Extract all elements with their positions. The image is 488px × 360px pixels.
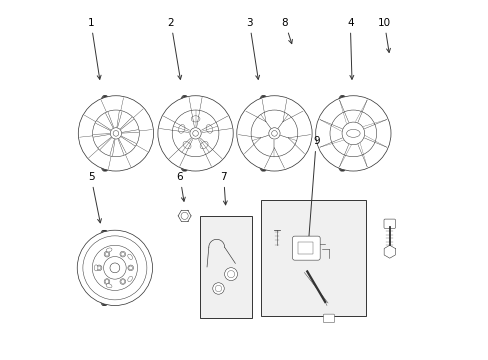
- Circle shape: [104, 279, 110, 284]
- Ellipse shape: [94, 265, 98, 271]
- Circle shape: [128, 265, 133, 271]
- FancyBboxPatch shape: [292, 236, 320, 260]
- Text: 4: 4: [346, 18, 353, 79]
- Text: 9: 9: [306, 136, 319, 241]
- Circle shape: [120, 279, 125, 284]
- Circle shape: [120, 251, 125, 257]
- Text: 10: 10: [377, 18, 390, 53]
- Circle shape: [236, 96, 311, 171]
- Text: 5: 5: [87, 172, 101, 223]
- Circle shape: [212, 283, 224, 294]
- Circle shape: [315, 96, 390, 171]
- Circle shape: [96, 265, 102, 271]
- Text: 6: 6: [176, 172, 185, 201]
- Ellipse shape: [106, 284, 112, 288]
- Ellipse shape: [127, 276, 132, 282]
- Circle shape: [158, 96, 233, 171]
- Text: 1: 1: [87, 18, 101, 79]
- Circle shape: [77, 230, 152, 306]
- Text: 8: 8: [281, 18, 292, 44]
- Circle shape: [78, 96, 153, 171]
- FancyBboxPatch shape: [383, 219, 395, 228]
- Circle shape: [104, 251, 110, 257]
- Bar: [298, 242, 312, 255]
- Bar: [199, 216, 251, 318]
- Ellipse shape: [127, 254, 132, 260]
- Circle shape: [224, 268, 237, 280]
- FancyBboxPatch shape: [323, 314, 334, 323]
- Text: 2: 2: [167, 18, 182, 79]
- Text: 3: 3: [245, 18, 259, 79]
- Circle shape: [341, 122, 364, 145]
- Bar: [260, 200, 366, 316]
- Text: 7: 7: [220, 172, 227, 205]
- Ellipse shape: [106, 248, 112, 252]
